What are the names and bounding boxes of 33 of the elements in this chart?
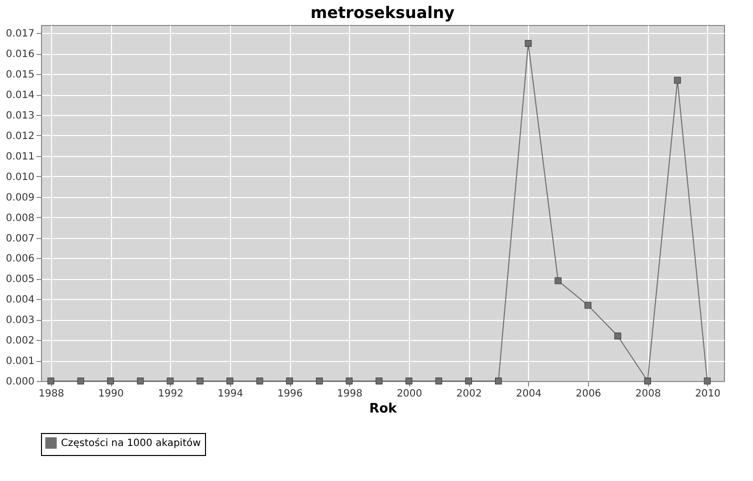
x-tick-label: 2000 — [396, 388, 422, 400]
y-tick-label: 0.013 — [6, 110, 34, 122]
x-tick-label: 1994 — [218, 388, 244, 400]
y-tick-label: 0.006 — [6, 254, 34, 265]
y-tick-label: 0.010 — [6, 172, 34, 183]
y-tick-label: 0.005 — [6, 274, 34, 286]
x-tick-label: 1996 — [277, 388, 303, 400]
y-tick-label: 0.004 — [6, 294, 34, 306]
y-tick-label: 0.003 — [6, 315, 34, 326]
x-tick-label: 1992 — [158, 388, 184, 400]
y-tick-label: 0.017 — [6, 28, 34, 40]
x-tick-label: 2004 — [516, 388, 542, 400]
x-tick-label: 2006 — [576, 388, 602, 400]
chart-title: metroseksualny — [310, 3, 456, 22]
y-tick-label: 0.012 — [6, 130, 34, 142]
x-tick-label: 2010 — [695, 388, 721, 400]
x-tick-label: 1988 — [38, 388, 64, 400]
x-tick-label: 1990 — [98, 388, 124, 400]
y-tick-label: 0.009 — [6, 192, 34, 204]
y-tick-label: 0.014 — [6, 90, 34, 102]
x-tick-label: 2002 — [456, 388, 482, 400]
x-tick-label: 1998 — [337, 388, 362, 400]
y-tick-label: 0.011 — [6, 151, 34, 162]
y-tick-label: 0.008 — [6, 212, 34, 224]
x-tick-label: 2008 — [635, 388, 661, 400]
y-tick-label: 0.002 — [6, 336, 34, 347]
y-tick-label: 0.007 — [6, 233, 34, 244]
y-tick-label: 0.015 — [6, 70, 34, 81]
y-tick-label: 0.000 — [6, 376, 34, 388]
y-tick-label: 0.001 — [6, 356, 34, 368]
legend-label: Częstości na 1000 akapitów — [61, 437, 201, 449]
x-axis-title: Rok — [369, 402, 398, 416]
y-tick-label: 0.016 — [6, 49, 34, 60]
